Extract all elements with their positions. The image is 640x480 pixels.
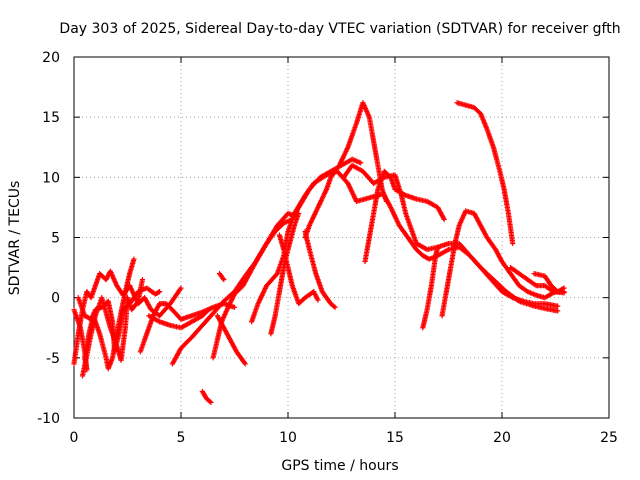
- series-arc-q: [341, 162, 561, 309]
- series-arc-s: [381, 192, 561, 314]
- data-point: [157, 289, 163, 295]
- series-arc-n: [276, 232, 321, 307]
- series-arc-e: [137, 301, 238, 355]
- series-arc-v: [454, 100, 516, 247]
- series-arc-p: [302, 228, 338, 310]
- data-point: [155, 289, 162, 295]
- y-tick-label: -5: [46, 351, 60, 367]
- data-point: [561, 290, 567, 296]
- ticks-layer: [73, 56, 610, 419]
- y-axis-label: SDTVAR / TECUs: [7, 181, 23, 296]
- data-point: [435, 244, 441, 250]
- x-axis-label: GPS time / hours: [281, 458, 398, 474]
- data-point: [205, 308, 211, 314]
- data-point: [231, 304, 238, 310]
- tick-labels: 0 5 10 15 20 25 -10 -5 0 5 10 15 20: [37, 50, 618, 446]
- series-arc-g: [146, 307, 212, 331]
- data-point: [207, 398, 213, 405]
- series-arc-j: [199, 388, 214, 405]
- data-point: [206, 307, 212, 313]
- y-tick-label: 20: [42, 50, 60, 66]
- data-point: [510, 240, 516, 247]
- x-tick-label: 25: [600, 430, 618, 446]
- y-tick-label: 5: [51, 231, 60, 247]
- data-point: [555, 303, 561, 309]
- data-point: [315, 297, 321, 303]
- x-tick-label: 15: [386, 430, 404, 446]
- series-arc-o: [302, 100, 390, 241]
- data-point: [221, 277, 227, 283]
- series-arc-d: [79, 277, 146, 379]
- data-point: [358, 160, 364, 166]
- x-tick-label: 10: [279, 430, 297, 446]
- series-arc-r: [362, 168, 447, 265]
- data-point: [555, 308, 561, 314]
- series-arc-h: [214, 313, 248, 367]
- series-arc-t: [420, 244, 441, 331]
- data-point: [208, 399, 214, 405]
- series-arc-k: [216, 271, 227, 283]
- data-point: [331, 303, 337, 309]
- x-tick-label: 0: [70, 430, 79, 446]
- x-tick-label: 20: [493, 430, 511, 446]
- y-tick-label: 0: [51, 291, 60, 307]
- x-tick-label: 5: [177, 430, 186, 446]
- data-point: [296, 210, 302, 217]
- grid-layer: [74, 57, 609, 418]
- data-point: [441, 216, 447, 223]
- data-point: [561, 285, 567, 291]
- chart-title: Day 303 of 2025, Sidereal Day-to-day VTE…: [59, 21, 620, 37]
- data-point: [178, 285, 184, 291]
- y-tick-label: -10: [37, 411, 60, 427]
- y-tick-label: 15: [42, 110, 60, 126]
- data-point: [139, 277, 146, 283]
- data-point: [242, 361, 248, 367]
- y-tick-label: 10: [42, 170, 60, 186]
- data-point: [332, 304, 338, 310]
- series-arc-x: [531, 271, 567, 295]
- series-arc-b: [71, 268, 184, 367]
- data-layer: [71, 100, 567, 405]
- data-point: [131, 256, 137, 262]
